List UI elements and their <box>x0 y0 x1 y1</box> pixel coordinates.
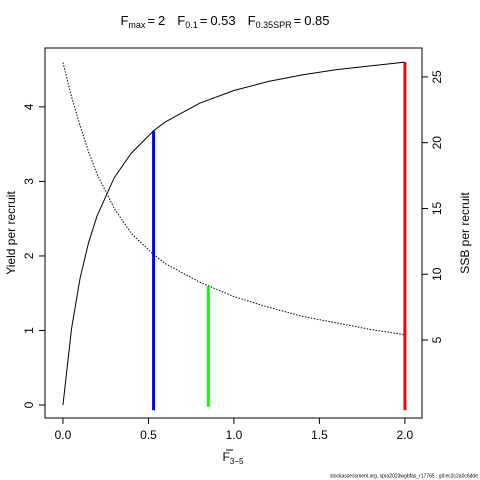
title-subscript: 0.1 <box>185 20 198 30</box>
y-tick-label: 2 <box>22 252 36 259</box>
series-line <box>62 61 405 406</box>
y-tick-label: 4 <box>22 103 36 110</box>
x-tick-label: 2.0 <box>397 428 414 442</box>
y-tick-label: 3 <box>22 178 36 185</box>
title-relation: = <box>200 13 208 28</box>
title-value: 0.85 <box>304 13 329 28</box>
title-symbol: F <box>177 13 185 28</box>
series-line <box>62 62 405 336</box>
y2-tick-label: 10 <box>430 267 444 281</box>
x-axis-label: F3−5 <box>223 450 244 466</box>
title-value: 2 <box>158 13 165 28</box>
x-tick-label: 1.0 <box>226 428 243 442</box>
y2-axis-label: SSB per recruit <box>458 192 472 274</box>
y-tick-label: 1 <box>22 327 36 334</box>
title-subscript: max <box>128 20 146 30</box>
y2-tick-label: 20 <box>430 136 444 150</box>
title-relation: = <box>147 13 155 28</box>
x-axis-label-symbol: F <box>223 450 230 464</box>
y2-tick-label: 15 <box>430 201 444 215</box>
y-tick-label: 0 <box>22 401 36 408</box>
y2-tick-label: 25 <box>430 70 444 84</box>
x-tick-label: 0.5 <box>140 428 157 442</box>
plot-frame <box>44 47 423 419</box>
x-axis-label-subscript: 3−5 <box>230 457 244 466</box>
chart-title: Fmax = 2 F0.1 = 0.53 F0.35SPR = 0.85 <box>120 13 329 30</box>
title-symbol: F <box>248 13 256 28</box>
footer: stockassessment.org, spra2023wgbfas_r177… <box>330 473 478 479</box>
title-value: 0.53 <box>210 13 235 28</box>
y-axis-label: Yield per recruit <box>4 191 18 275</box>
x-tick-label: 0.0 <box>55 428 72 442</box>
title-relation: = <box>294 13 302 28</box>
x-tick-label: 1.5 <box>311 428 328 442</box>
title-subscript: 0.35SPR <box>256 20 293 30</box>
title-symbol: F <box>120 13 128 28</box>
y2-tick-label: 5 <box>430 336 444 343</box>
